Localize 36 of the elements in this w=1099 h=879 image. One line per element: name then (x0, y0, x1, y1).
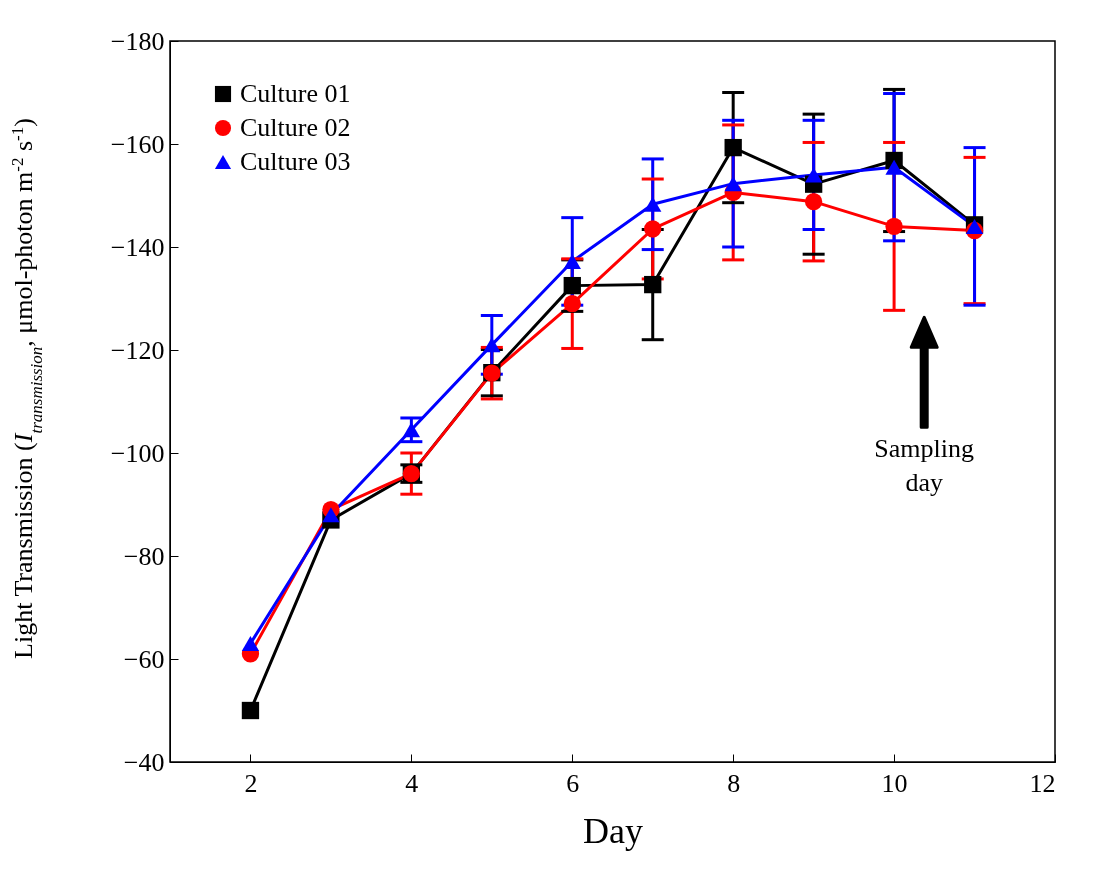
y-tick-label: −80 (123, 541, 165, 571)
point (241, 701, 260, 720)
y-tick-label: −140 (110, 232, 165, 262)
point (885, 159, 903, 175)
point (644, 196, 662, 212)
legend-label: Culture 01 (240, 79, 351, 108)
point (563, 253, 581, 269)
x-tick-label: 6 (566, 768, 580, 798)
point (804, 193, 823, 211)
point (644, 220, 662, 238)
x-axis-title: Day (583, 810, 643, 851)
annotation: Sampling day (874, 434, 975, 498)
x-tick-label: 4 (405, 768, 419, 798)
point (322, 507, 340, 523)
point (804, 167, 823, 183)
y-tick-label: −40 (123, 747, 165, 777)
y-tick-label: −100 (110, 438, 165, 468)
point (402, 422, 421, 438)
point (885, 217, 903, 236)
point (724, 176, 742, 192)
point (483, 337, 501, 353)
y-tick-label: −180 (110, 26, 165, 56)
legend-label: Culture 02 (240, 113, 351, 142)
x-tick-label: 8 (727, 768, 741, 798)
point (724, 138, 742, 157)
point (644, 275, 662, 294)
x-tick-label: 10 (881, 768, 908, 798)
point (241, 636, 260, 652)
point (563, 276, 581, 295)
y-tick-label: −60 (123, 644, 165, 674)
x-tick-label: 2 (244, 768, 258, 798)
y-tick-label: −120 (110, 335, 165, 365)
legend-label: Culture 03 (240, 147, 351, 176)
y-tick-label: −160 (110, 129, 165, 159)
point (563, 295, 581, 313)
x-tick-label: 12 (1029, 768, 1056, 798)
